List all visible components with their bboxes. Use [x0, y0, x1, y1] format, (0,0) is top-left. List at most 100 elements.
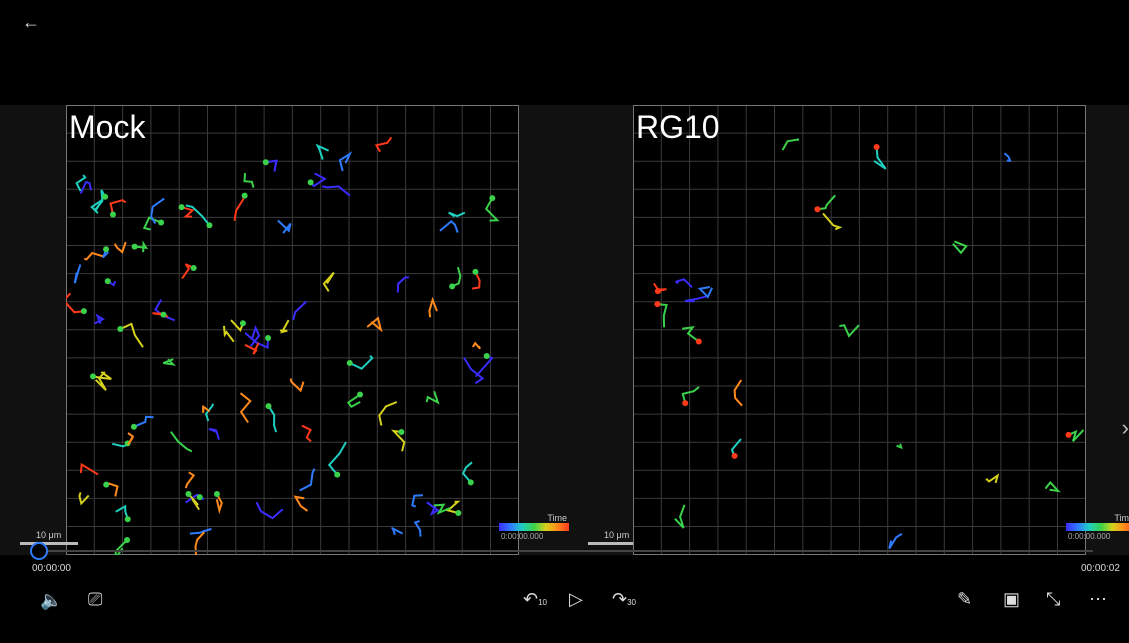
track-path	[873, 146, 887, 170]
track-path	[366, 316, 383, 333]
track-dot	[109, 211, 116, 218]
track-path	[411, 494, 423, 508]
track-dot	[695, 338, 702, 345]
forward-30-icon[interactable]: ↷30	[612, 589, 636, 609]
track-path	[169, 431, 193, 453]
track-path	[697, 286, 714, 299]
track-dot	[103, 481, 110, 488]
track-dot	[814, 206, 821, 213]
time-colorbar	[1066, 523, 1129, 531]
track-path	[733, 379, 743, 407]
track-dot	[449, 283, 456, 290]
track-dot	[190, 264, 197, 271]
track-dot	[472, 268, 479, 275]
track-path	[267, 405, 278, 433]
track-path	[781, 138, 800, 151]
rg10-track-plot	[633, 105, 1086, 555]
track-dot	[89, 373, 96, 380]
track-path	[187, 493, 200, 511]
track-path	[265, 159, 278, 172]
captions-icon[interactable]: ⎚	[88, 589, 103, 609]
track-path	[66, 292, 85, 314]
track-path	[425, 390, 440, 405]
track-dot	[265, 335, 272, 342]
track-path	[1068, 429, 1085, 442]
exit-fullscreen-icon[interactable]: ⤡	[1046, 589, 1061, 609]
volume-icon[interactable]: 🔈	[40, 590, 63, 610]
track-path	[461, 461, 473, 484]
track-dot	[124, 536, 131, 543]
track-dot	[213, 490, 220, 497]
track-dot	[873, 144, 880, 151]
track-path	[817, 194, 836, 211]
track-path	[463, 357, 485, 385]
track-path	[107, 280, 117, 287]
mock-track-plot	[66, 105, 519, 555]
rewind-10-icon[interactable]: ↶10	[523, 589, 547, 609]
track-path	[73, 264, 82, 284]
track-path	[189, 527, 212, 535]
scale-bar	[588, 542, 633, 545]
track-path	[134, 240, 149, 253]
track-path	[94, 371, 107, 391]
track-dot	[489, 195, 496, 202]
legend-value: 0:00:00.000	[501, 532, 544, 541]
track-path	[322, 271, 335, 292]
track-path	[114, 539, 128, 555]
back-arrow-icon[interactable]: ←	[22, 12, 40, 32]
track-dot	[346, 359, 353, 366]
track-path	[822, 212, 843, 231]
track-path	[448, 211, 466, 218]
pen-icon[interactable]: ✎	[957, 589, 973, 609]
track-path	[952, 240, 968, 255]
track-dot	[160, 311, 167, 318]
track-path	[338, 151, 353, 172]
track-dot	[158, 219, 165, 226]
track-path	[289, 378, 305, 393]
track-path	[215, 493, 223, 515]
track-path	[346, 393, 361, 408]
track-path	[426, 501, 440, 516]
track-dot	[467, 479, 474, 486]
track-dot	[131, 243, 138, 250]
track-path	[208, 427, 220, 440]
time-colorbar	[499, 523, 569, 531]
track-path	[349, 354, 374, 370]
more-icon[interactable]: ⋯	[1089, 589, 1107, 609]
legend-label: Time	[1114, 513, 1129, 523]
track-path	[162, 358, 177, 366]
track-path	[75, 174, 87, 192]
track-dot	[1065, 431, 1072, 438]
legend-value: 0:00:00.000	[1068, 532, 1111, 541]
track-path	[202, 404, 211, 413]
video-frame[interactable]: Mock Time 0:00:00.000 10 μm RG10 Time 0:…	[0, 105, 1129, 555]
progress-track[interactable]	[38, 550, 1093, 552]
track-path	[279, 319, 290, 334]
track-path	[301, 424, 312, 443]
track-dot	[239, 320, 246, 327]
track-dot	[241, 192, 248, 199]
track-path	[657, 303, 668, 328]
track-path	[93, 189, 106, 212]
track-path	[94, 313, 105, 325]
track-path	[277, 219, 292, 234]
chevron-right-icon[interactable]: ›	[1121, 415, 1129, 440]
track-dot	[117, 325, 124, 332]
track-path	[374, 136, 393, 153]
track-path	[243, 173, 255, 188]
track-path	[451, 266, 462, 288]
mini-view-icon[interactable]: ▣	[1003, 589, 1021, 609]
track-path	[471, 341, 481, 350]
track-path	[150, 197, 165, 225]
track-path	[684, 295, 707, 303]
time-total: 00:00:02	[1081, 563, 1120, 574]
progress-knob[interactable]	[30, 542, 48, 560]
track-path	[113, 241, 127, 254]
track-dot	[307, 179, 314, 186]
track-path	[239, 392, 252, 424]
track-path	[653, 282, 667, 293]
track-path	[133, 415, 154, 428]
play-icon[interactable]: ▷	[569, 589, 583, 609]
track-dot	[178, 204, 185, 211]
track-dot	[398, 429, 405, 436]
